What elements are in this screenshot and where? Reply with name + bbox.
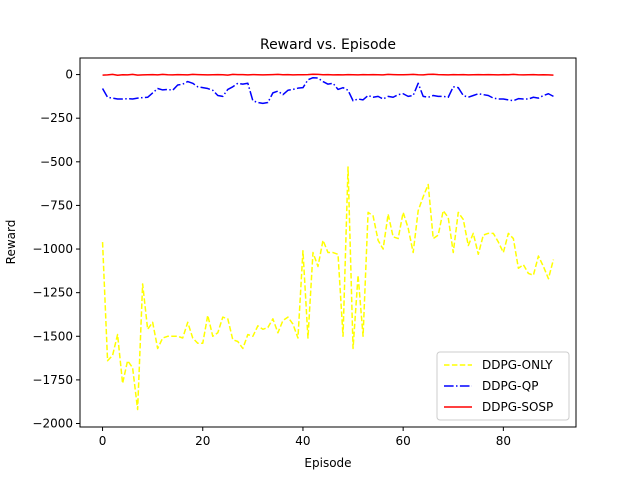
legend-label: DDPG-SOSP <box>482 400 553 414</box>
series-layer <box>101 73 555 411</box>
x-tick-label: 60 <box>396 434 411 448</box>
y-tick-label: −1750 <box>32 373 73 387</box>
x-tick-label: 80 <box>496 434 511 448</box>
x-axis: 0 20 40 60 80 <box>99 427 511 448</box>
x-tick-label: 0 <box>99 434 107 448</box>
chart-title: Reward vs. Episode <box>260 37 396 53</box>
y-tick-label: 0 <box>65 68 73 82</box>
x-tick-label: 40 <box>295 434 310 448</box>
y-axis-label: Reward <box>4 220 18 265</box>
series-line-ddpg-sosp <box>102 73 554 77</box>
y-tick-label: −500 <box>40 155 73 169</box>
plot-frame <box>79 57 577 428</box>
legend-box <box>436 351 570 421</box>
y-tick-label: −1500 <box>32 329 73 343</box>
legend-label: DDPG-ONLY <box>482 358 553 372</box>
x-tick-label: 20 <box>195 434 210 448</box>
legend: DDPG-ONLY DDPG-QP DDPG-SOSP <box>436 351 570 421</box>
y-tick-label: −750 <box>40 198 73 212</box>
y-tick-label: −1250 <box>32 286 73 300</box>
y-axis: 0 −250 −500 −750 −1000 −1250 −1500 −1750 −2000 <box>32 68 80 431</box>
y-tick-label: −250 <box>40 111 73 125</box>
y-tick-label: −2000 <box>32 417 73 431</box>
series-line-ddpg-only <box>101 166 555 411</box>
y-tick-label: −1000 <box>32 242 73 256</box>
series-line-ddpg-qp <box>101 76 554 105</box>
x-axis-label: Episode <box>304 456 351 470</box>
legend-label: DDPG-QP <box>482 379 538 393</box>
